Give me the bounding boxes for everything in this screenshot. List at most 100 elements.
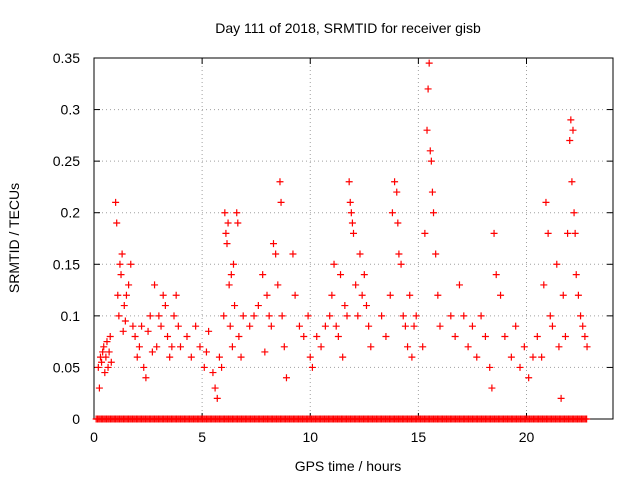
data-point xyxy=(263,291,271,299)
data-point xyxy=(339,353,347,361)
data-point xyxy=(144,327,152,335)
zero-value-markers xyxy=(92,415,591,423)
data-point xyxy=(215,353,223,361)
data-point xyxy=(120,302,128,310)
data-point xyxy=(546,312,554,320)
data-point xyxy=(356,250,364,258)
data-point xyxy=(254,302,262,310)
data-point xyxy=(538,353,546,361)
data-point xyxy=(447,312,455,320)
data-point xyxy=(404,343,412,351)
data-point xyxy=(492,271,500,279)
data-point xyxy=(267,322,275,330)
data-point xyxy=(455,281,463,289)
data-point xyxy=(540,281,548,289)
chart-title: Day 111 of 2018, SRMTID for receiver gis… xyxy=(215,20,481,36)
data-point xyxy=(113,219,121,227)
data-point xyxy=(277,198,285,206)
data-point xyxy=(566,137,574,145)
data-point xyxy=(481,332,489,340)
data-point xyxy=(116,260,124,268)
data-point xyxy=(129,322,137,330)
data-point xyxy=(345,178,353,186)
data-point xyxy=(557,394,565,402)
data-point xyxy=(106,332,114,340)
data-point xyxy=(221,209,229,217)
data-point xyxy=(427,157,435,165)
data-point xyxy=(347,209,355,217)
data-point xyxy=(172,291,180,299)
data-point xyxy=(174,322,182,330)
data-point xyxy=(209,369,217,377)
x-axis-label: GPS time / hours xyxy=(295,458,402,474)
data-point xyxy=(559,291,567,299)
data-point xyxy=(419,343,427,351)
data-point xyxy=(122,291,130,299)
data-point xyxy=(142,374,150,382)
y-tick-label: 0.35 xyxy=(53,50,80,66)
data-point xyxy=(269,240,277,248)
data-point xyxy=(386,291,394,299)
x-tick-label: 15 xyxy=(411,429,427,445)
data-point xyxy=(205,327,213,335)
data-point xyxy=(533,332,541,340)
y-axis-label: SRMTID / TECUs xyxy=(6,183,22,293)
data-point xyxy=(544,229,552,237)
data-point xyxy=(220,312,228,320)
data-point xyxy=(348,219,356,227)
data-point xyxy=(321,322,329,330)
data-point xyxy=(581,332,589,340)
data-point xyxy=(148,348,156,356)
data-point xyxy=(354,312,362,320)
data-point xyxy=(426,147,434,155)
data-point xyxy=(233,209,241,217)
y-tick-label: 0.25 xyxy=(53,153,80,169)
data-point xyxy=(330,260,338,268)
data-point xyxy=(410,322,418,330)
plot-area-border xyxy=(93,57,614,420)
data-point xyxy=(569,126,577,134)
zero-value-point xyxy=(583,415,591,423)
data-point xyxy=(570,209,578,217)
data-point xyxy=(135,343,143,351)
data-point xyxy=(367,343,375,351)
y-tick-label: 0.05 xyxy=(53,359,80,375)
data-point xyxy=(488,384,496,392)
data-point xyxy=(229,260,237,268)
data-point xyxy=(425,59,433,67)
data-point xyxy=(555,343,563,351)
data-point xyxy=(272,250,280,258)
data-point xyxy=(103,338,111,346)
data-point xyxy=(542,198,550,206)
data-point xyxy=(274,281,282,289)
data-point xyxy=(394,219,402,227)
data-point xyxy=(388,209,396,217)
data-point xyxy=(170,312,178,320)
data-point xyxy=(211,384,219,392)
data-point xyxy=(278,312,286,320)
data-point xyxy=(317,343,325,351)
data-point xyxy=(105,348,113,356)
data-point xyxy=(222,229,230,237)
data-point xyxy=(397,260,405,268)
data-point xyxy=(161,302,169,310)
data-point xyxy=(183,332,191,340)
data-point xyxy=(516,363,524,371)
data-point xyxy=(259,271,267,279)
gridlines xyxy=(94,58,613,419)
data-point xyxy=(168,343,176,351)
data-point xyxy=(343,312,351,320)
data-point xyxy=(228,343,236,351)
data-point xyxy=(460,312,468,320)
data-point xyxy=(164,332,172,340)
data-point xyxy=(153,343,161,351)
data-point xyxy=(276,178,284,186)
data-point xyxy=(391,178,399,186)
data-point xyxy=(486,363,494,371)
data-point xyxy=(341,302,349,310)
x-tick-label: 5 xyxy=(198,429,206,445)
data-point xyxy=(393,188,401,196)
data-point xyxy=(157,322,165,330)
data-point xyxy=(401,322,409,330)
